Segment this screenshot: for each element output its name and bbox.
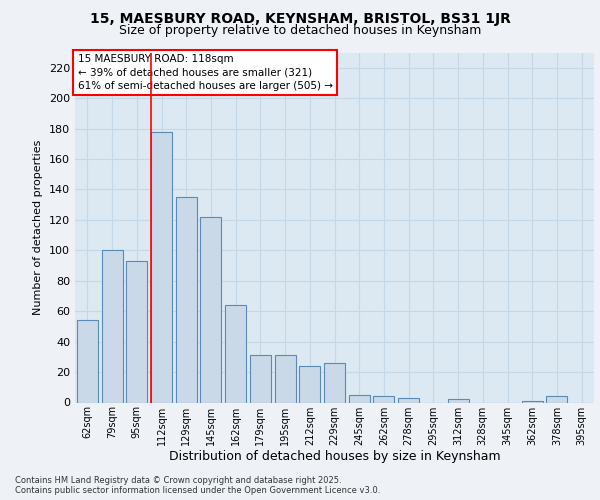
Bar	[250, 356, 271, 403]
Bar	[77, 320, 98, 402]
Bar	[448, 400, 469, 402]
Y-axis label: Number of detached properties: Number of detached properties	[34, 140, 43, 315]
Text: 15, MAESBURY ROAD, KEYNSHAM, BRISTOL, BS31 1JR: 15, MAESBURY ROAD, KEYNSHAM, BRISTOL, BS…	[89, 12, 511, 26]
Bar	[151, 132, 172, 402]
X-axis label: Distribution of detached houses by size in Keynsham: Distribution of detached houses by size …	[169, 450, 500, 463]
Text: Contains HM Land Registry data © Crown copyright and database right 2025.
Contai: Contains HM Land Registry data © Crown c…	[15, 476, 380, 495]
Bar	[373, 396, 394, 402]
Bar	[522, 401, 543, 402]
Bar	[299, 366, 320, 403]
Bar	[126, 261, 147, 402]
Bar	[398, 398, 419, 402]
Bar	[275, 356, 296, 403]
Text: 15 MAESBURY ROAD: 118sqm
← 39% of detached houses are smaller (321)
61% of semi-: 15 MAESBURY ROAD: 118sqm ← 39% of detach…	[77, 54, 332, 90]
Bar	[101, 250, 122, 402]
Text: Size of property relative to detached houses in Keynsham: Size of property relative to detached ho…	[119, 24, 481, 37]
Bar	[200, 217, 221, 402]
Bar	[225, 305, 246, 402]
Bar	[176, 197, 197, 402]
Bar	[349, 395, 370, 402]
Bar	[547, 396, 568, 402]
Bar	[324, 363, 345, 403]
